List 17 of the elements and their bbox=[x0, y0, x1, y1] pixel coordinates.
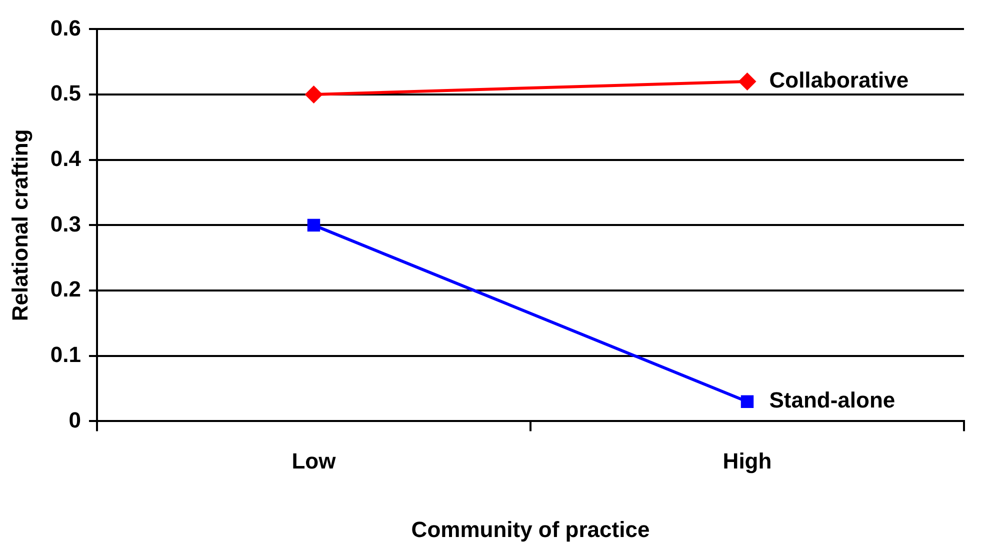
series-label: Stand-alone bbox=[769, 388, 896, 413]
point bbox=[307, 218, 320, 232]
y-tick-label: 0.5 bbox=[50, 80, 81, 106]
x-tick-label: High bbox=[722, 448, 772, 474]
series-label: Collaborative bbox=[769, 68, 909, 93]
y-tick-label: 0 bbox=[68, 407, 81, 432]
y-axis-title: Relational crafting bbox=[7, 129, 32, 322]
y-tick-label: 0.2 bbox=[50, 276, 81, 302]
point bbox=[304, 86, 323, 104]
x-tick-label: Low bbox=[292, 448, 337, 474]
y-tick-label: 0.6 bbox=[50, 15, 81, 40]
y-tick-label: 0.1 bbox=[50, 342, 81, 367]
point bbox=[740, 395, 754, 408]
point bbox=[738, 72, 756, 90]
y-tick-label: 0.3 bbox=[50, 211, 81, 236]
y-tick-label: 0.4 bbox=[50, 146, 82, 171]
x-axis-title: Community of practice bbox=[411, 516, 650, 542]
